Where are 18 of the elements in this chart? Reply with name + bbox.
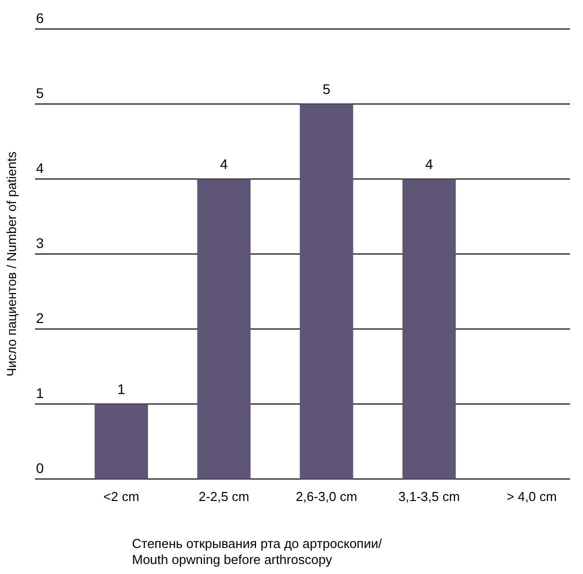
- x-tick-label: 3,1-3,5 cm: [398, 489, 460, 504]
- y-tick-label: 5: [36, 85, 44, 101]
- y-tick-label: 0: [36, 460, 44, 476]
- x-tick-label: 2,6-3,0 cm: [296, 489, 358, 504]
- y-tick-label: 3: [36, 235, 44, 251]
- data-label: 5: [322, 81, 331, 97]
- x-tick-label: > 4,0 cm: [506, 489, 557, 504]
- y-tick-label: 2: [36, 310, 44, 326]
- data-label: 1: [117, 381, 126, 397]
- data-label: 4: [425, 156, 434, 172]
- y-tick-label: 6: [36, 10, 44, 26]
- y-axis-title: Число пациентов / Number of patients: [4, 151, 19, 376]
- data-label: 4: [220, 156, 228, 172]
- x-tick-label: 2-2,5 cm: [198, 489, 250, 504]
- y-tick-label: 4: [36, 160, 44, 176]
- x-tick-label: <2 cm: [103, 489, 140, 504]
- y-tick-label: 1: [36, 385, 44, 401]
- x-axis-title: Степень открывания рта до артроскопии/ Mouth opwning before arthroscopy: [132, 536, 382, 567]
